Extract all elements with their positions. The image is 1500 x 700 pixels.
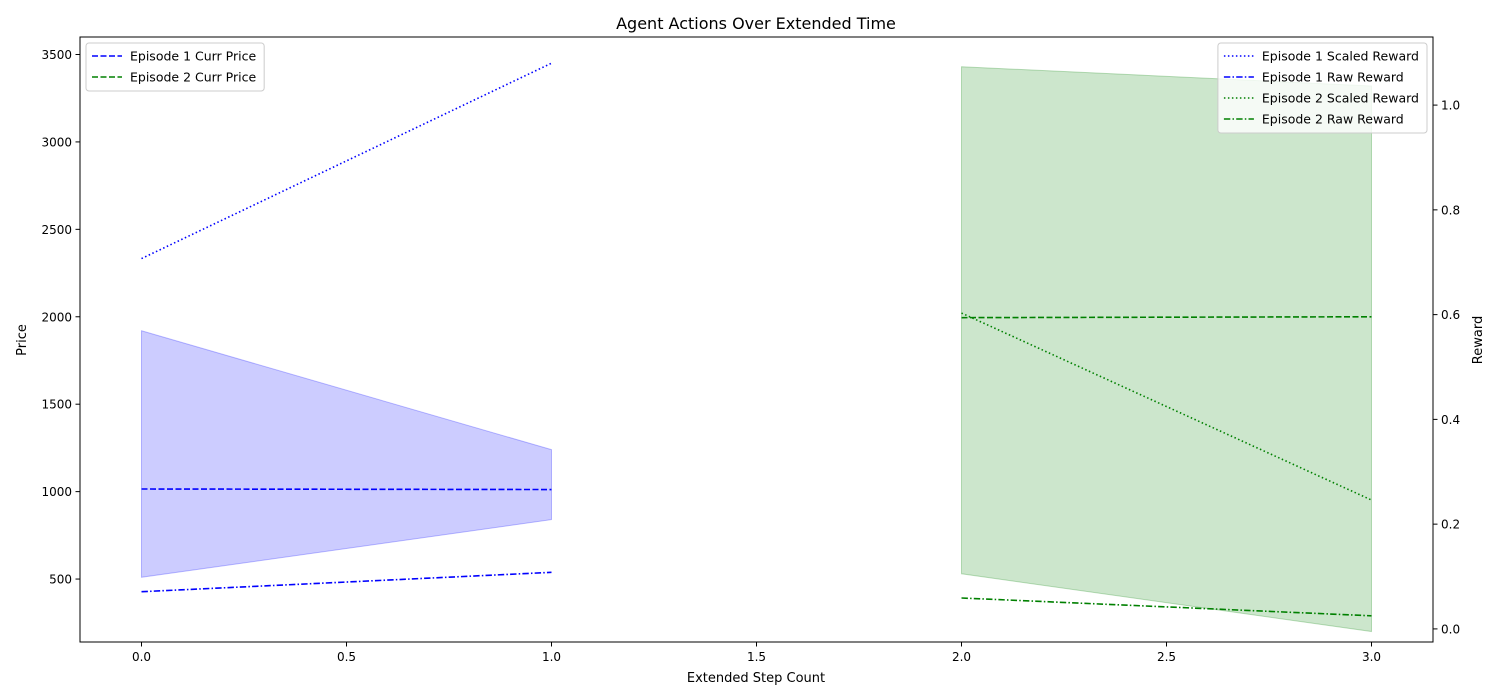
band-1 bbox=[141, 330, 552, 578]
chart-title: Agent Actions Over Extended Time bbox=[616, 14, 896, 33]
y-tick-label: 2500 bbox=[41, 223, 72, 237]
legend-label-episode-2-scaled-reward: Episode 2 Scaled Reward bbox=[1262, 91, 1419, 106]
y2-tick-label: 0.4 bbox=[1441, 413, 1460, 427]
x-axis-label: Extended Step Count bbox=[687, 671, 825, 686]
y-tick-label: 500 bbox=[49, 573, 72, 587]
series-episode-1-curr-price bbox=[141, 488, 552, 491]
y2-tick-label: 0.2 bbox=[1441, 518, 1460, 532]
legend-label-episode-1-curr-price: Episode 1 Curr Price bbox=[130, 49, 256, 64]
series-episode-2-curr-price bbox=[961, 315, 1372, 319]
x-tick-label: 3.0 bbox=[1362, 650, 1381, 664]
y-tick-label: 1000 bbox=[41, 485, 72, 499]
legend-label-episode-1-raw-reward: Episode 1 Raw Reward bbox=[1262, 70, 1404, 85]
legend-left: Episode 1 Curr Price Episode 2 Curr Price bbox=[85, 42, 265, 92]
x-tick-label: 0.0 bbox=[132, 650, 151, 664]
y-tick-label: 3500 bbox=[41, 48, 72, 62]
confidence-bands bbox=[141, 66, 1372, 633]
x-tick-label: 1.0 bbox=[542, 650, 561, 664]
y2-tick-label: 0.6 bbox=[1441, 308, 1460, 322]
series-episode-1-raw-reward bbox=[141, 571, 552, 593]
y-axis-label: Price bbox=[15, 324, 30, 356]
series-episode-2-scaled-reward bbox=[961, 312, 1372, 501]
legend-label-episode-2-curr-price: Episode 2 Curr Price bbox=[130, 70, 256, 85]
y-tick-label: 1500 bbox=[41, 398, 72, 412]
x-tick-label: 2.0 bbox=[952, 650, 971, 664]
band-2 bbox=[961, 66, 1372, 633]
y-tick-label: 3000 bbox=[41, 135, 72, 149]
y2-axis-ticks: 0.0 0.2 0.4 0.6 0.8 1.0 bbox=[1433, 99, 1460, 636]
series-episode-2-raw-reward bbox=[961, 597, 1372, 617]
y2-tick-label: 0.0 bbox=[1441, 622, 1460, 636]
x-tick-label: 0.5 bbox=[337, 650, 356, 664]
y-tick-label: 2000 bbox=[41, 310, 72, 324]
y2-tick-label: 1.0 bbox=[1441, 99, 1460, 113]
y-axis-ticks: 500 1000 1500 2000 2500 3000 3500 bbox=[41, 48, 80, 587]
x-axis-ticks: 0.0 0.5 1.0 1.5 2.0 2.5 3.0 bbox=[132, 642, 1381, 664]
y2-tick-label: 0.8 bbox=[1441, 203, 1460, 217]
legend-right: Episode 1 Scaled Reward Episode 1 Raw Rew… bbox=[1217, 42, 1428, 134]
x-tick-label: 2.5 bbox=[1157, 650, 1176, 664]
legend-label-episode-1-scaled-reward: Episode 1 Scaled Reward bbox=[1262, 49, 1419, 64]
x-tick-label: 1.5 bbox=[747, 650, 766, 664]
series-lines bbox=[141, 62, 1372, 617]
series-episode-1-scaled-reward bbox=[141, 62, 552, 260]
legend-box bbox=[1217, 42, 1428, 134]
legend-box bbox=[85, 42, 265, 92]
y2-axis-label: Reward bbox=[1471, 316, 1486, 364]
legend-label-episode-2-raw-reward: Episode 2 Raw Reward bbox=[1262, 112, 1404, 127]
